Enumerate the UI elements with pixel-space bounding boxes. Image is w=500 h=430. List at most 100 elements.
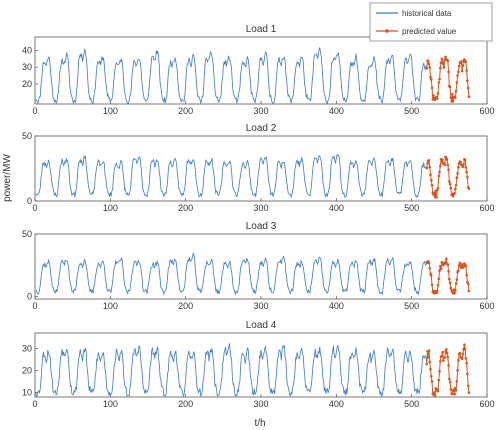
- predicted-point: [465, 361, 468, 365]
- predicted-point: [445, 351, 449, 355]
- legend-box: [369, 2, 493, 42]
- predicted-point: [426, 162, 429, 165]
- predicted-point: [457, 70, 460, 74]
- predicted-point: [438, 66, 442, 70]
- predicted-point: [447, 70, 450, 74]
- predicted-point: [440, 354, 444, 358]
- predicted-point: [456, 369, 459, 372]
- predicted-point: [449, 388, 453, 391]
- y-tick-label: 0: [27, 292, 32, 302]
- predicted-point: [467, 289, 471, 293]
- predicted-point: [461, 352, 465, 356]
- predicted-point: [448, 281, 452, 285]
- x-tick-label: 0: [32, 203, 37, 213]
- axes-box: [34, 332, 488, 398]
- predicted-point: [466, 384, 470, 388]
- predicted-series-line: [426, 155, 470, 198]
- predicted-point: [462, 265, 465, 269]
- predicted-point: [428, 66, 432, 69]
- predicted-point: [449, 286, 453, 290]
- predicted-point: [426, 59, 430, 63]
- predicted-point: [428, 165, 432, 169]
- panel-title: Load 4: [246, 320, 277, 331]
- predicted-point: [463, 343, 466, 347]
- y-tick-label: 20: [22, 366, 32, 376]
- predicted-point: [432, 291, 436, 295]
- x-tick-label: 400: [329, 399, 344, 409]
- x-tick-label: 500: [404, 301, 419, 311]
- predicted-point: [443, 163, 447, 167]
- predicted-point: [440, 57, 444, 61]
- predicted-point: [449, 186, 453, 190]
- predicted-point: [465, 273, 468, 277]
- predicted-point: [435, 289, 439, 293]
- x-tick-label: 400: [329, 203, 344, 213]
- x-tick-label: 0: [32, 399, 37, 409]
- predicted-point: [428, 360, 432, 364]
- predicted-point: [452, 388, 456, 392]
- predicted-point: [427, 62, 431, 66]
- historical-series-line: [35, 153, 428, 199]
- x-tick-label: 100: [103, 203, 118, 213]
- x-tick-label: 0: [32, 106, 37, 116]
- panel-load-1: Load 1 0 100 200 300 400 500 600 20 30 40: [22, 24, 495, 116]
- predicted-point: [447, 270, 450, 273]
- historical-series-line: [35, 252, 428, 296]
- x-tick-label: 600: [479, 106, 494, 116]
- predicted-point: [451, 100, 455, 103]
- predicted-point: [447, 168, 450, 172]
- predicted-point: [430, 184, 434, 187]
- predicted-point: [432, 191, 436, 195]
- predicted-point: [437, 277, 441, 281]
- predicted-point: [467, 391, 471, 394]
- predicted-point: [442, 359, 445, 362]
- predicted-point: [445, 348, 448, 351]
- predicted-point: [442, 62, 445, 66]
- predicted-point: [464, 166, 468, 169]
- predicted-point: [463, 347, 467, 351]
- predicted-point: [457, 64, 461, 68]
- predicted-point: [467, 95, 471, 99]
- x-tick-label: 200: [178, 203, 193, 213]
- legend-predicted-marker: [385, 29, 389, 33]
- predicted-point: [448, 182, 452, 186]
- x-tick-label: 100: [103, 301, 118, 311]
- predicted-point: [460, 69, 464, 73]
- historical-series-line: [35, 47, 428, 105]
- predicted-point: [425, 67, 429, 70]
- predicted-point: [429, 274, 433, 277]
- predicted-point: [454, 386, 457, 390]
- predicted-point: [448, 377, 451, 381]
- x-tick-label: 300: [253, 399, 268, 409]
- y-axis-label: power/MW: [2, 154, 13, 202]
- y-tick-label: 30: [22, 343, 32, 353]
- predicted-point: [435, 196, 438, 199]
- predicted-point: [461, 165, 465, 169]
- predicted-point: [454, 388, 458, 392]
- y-tick-label: 30: [22, 62, 32, 72]
- predicted-point: [466, 79, 469, 83]
- predicted-point: [451, 392, 454, 396]
- predicted-point: [448, 180, 451, 183]
- predicted-point: [432, 391, 436, 394]
- predicted-point: [430, 86, 434, 89]
- predicted-point: [455, 379, 459, 383]
- legend-entry-historical: historical data: [402, 9, 452, 18]
- predicted-point: [427, 159, 431, 162]
- predicted-point: [446, 263, 450, 266]
- predicted-point: [438, 360, 442, 363]
- predicted-point: [453, 191, 456, 195]
- predicted-point: [453, 291, 456, 295]
- x-axis-label: t/h: [254, 418, 265, 429]
- predicted-point: [463, 58, 466, 61]
- predicted-point: [429, 78, 433, 81]
- panel-load-3: Load 3 0 100 200 300 400 500 600 0 50: [22, 221, 495, 311]
- predicted-point: [459, 160, 462, 164]
- predicted-point: [440, 160, 444, 164]
- panel-title: Load 1: [246, 24, 277, 35]
- predicted-point: [429, 367, 432, 371]
- predicted-point: [467, 187, 471, 190]
- predicted-point: [427, 261, 431, 265]
- x-tick-label: 300: [253, 301, 268, 311]
